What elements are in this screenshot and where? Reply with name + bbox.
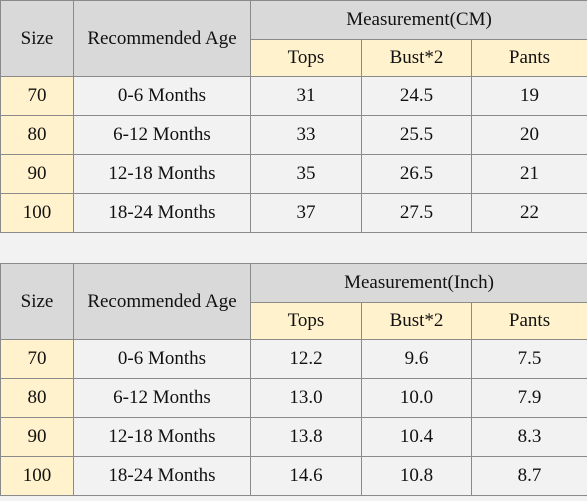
column-header: Tops bbox=[250, 39, 362, 77]
data-cell: 24.5 bbox=[361, 76, 472, 116]
header-row: Size Recommended Age Measurement(Inch) bbox=[0, 263, 587, 340]
column-header: Bust*2 bbox=[361, 302, 472, 340]
data-row: 90 12-18 Months 13.8 10.4 8.3 bbox=[0, 417, 587, 457]
size-cell: 80 bbox=[0, 378, 74, 418]
subheader-row: Tops Bust*2 Pants bbox=[1, 302, 587, 340]
data-cell: 7.9 bbox=[470, 378, 587, 418]
data-cell: 12-18 Months bbox=[73, 154, 251, 194]
data-cell: 22 bbox=[470, 193, 587, 233]
data-cell: 12.2 bbox=[250, 339, 362, 379]
header-row: Size Recommended Age Measurement(CM) bbox=[0, 0, 587, 77]
data-cell: 0-6 Months bbox=[73, 76, 251, 116]
data-cell: 13.0 bbox=[250, 378, 362, 418]
data-cell: 35 bbox=[250, 154, 362, 194]
data-cell: 25.5 bbox=[361, 115, 472, 155]
data-cell: 20 bbox=[470, 115, 587, 155]
data-cell: 21 bbox=[470, 154, 587, 194]
size-cell: 80 bbox=[0, 115, 74, 155]
data-cell: 18-24 Months bbox=[73, 193, 251, 233]
column-header: Pants bbox=[470, 302, 587, 340]
data-row: 90 12-18 Months 35 26.5 21 bbox=[0, 154, 587, 194]
data-cell: 8.3 bbox=[470, 417, 587, 457]
data-cell: 33 bbox=[250, 115, 362, 155]
data-row: 80 6-12 Months 13.0 10.0 7.9 bbox=[0, 378, 587, 418]
data-cell: 10.0 bbox=[361, 378, 472, 418]
measurement-table: Size Recommended Age Measurement(CM) Tops Bu… bbox=[0, 0, 587, 233]
column-header: Tops bbox=[250, 302, 362, 340]
data-cell: 10.8 bbox=[361, 456, 472, 496]
data-cell: 7.5 bbox=[470, 339, 587, 379]
data-cell: 0-6 Months bbox=[73, 339, 251, 379]
size-cell: 70 bbox=[0, 339, 74, 379]
size-header: Size bbox=[0, 263, 74, 340]
data-cell: 26.5 bbox=[361, 154, 472, 194]
data-cell: 19 bbox=[470, 76, 587, 116]
age-header: Recommended Age bbox=[73, 263, 251, 340]
data-row: 100 18-24 Months 14.6 10.8 8.7 bbox=[0, 456, 587, 496]
data-cell: 14.6 bbox=[250, 456, 362, 496]
data-cell: 37 bbox=[250, 193, 362, 233]
data-cell: 18-24 Months bbox=[73, 456, 251, 496]
column-header: Pants bbox=[470, 39, 587, 77]
subheader-row: Tops Bust*2 Pants bbox=[1, 39, 587, 77]
size-cell: 100 bbox=[0, 193, 74, 233]
data-cell: 12-18 Months bbox=[73, 417, 251, 457]
data-cell: 6-12 Months bbox=[73, 115, 251, 155]
data-row: 100 18-24 Months 37 27.5 22 bbox=[0, 193, 587, 233]
size-header: Size bbox=[0, 0, 74, 77]
measurement-header: Measurement(Inch) bbox=[249, 263, 587, 303]
data-cell: 10.4 bbox=[361, 417, 472, 457]
size-cell: 100 bbox=[0, 456, 74, 496]
data-row: 70 0-6 Months 12.2 9.6 7.5 bbox=[0, 339, 587, 379]
size-cell: 70 bbox=[0, 76, 74, 116]
size-cell: 90 bbox=[0, 417, 74, 457]
data-cell: 13.8 bbox=[250, 417, 362, 457]
age-header: Recommended Age bbox=[73, 0, 251, 77]
size-cell: 90 bbox=[0, 154, 74, 194]
data-cell: 6-12 Months bbox=[73, 378, 251, 418]
data-row: 80 6-12 Months 33 25.5 20 bbox=[0, 115, 587, 155]
measurement-table: Size Recommended Age Measurement(Inch) Tops… bbox=[0, 263, 587, 496]
measurement-header: Measurement(CM) bbox=[249, 0, 587, 40]
data-cell: 31 bbox=[250, 76, 362, 116]
column-header: Bust*2 bbox=[361, 39, 472, 77]
data-cell: 27.5 bbox=[361, 193, 472, 233]
data-cell: 8.7 bbox=[470, 456, 587, 496]
data-cell: 9.6 bbox=[361, 339, 472, 379]
data-row: 70 0-6 Months 31 24.5 19 bbox=[0, 76, 587, 116]
